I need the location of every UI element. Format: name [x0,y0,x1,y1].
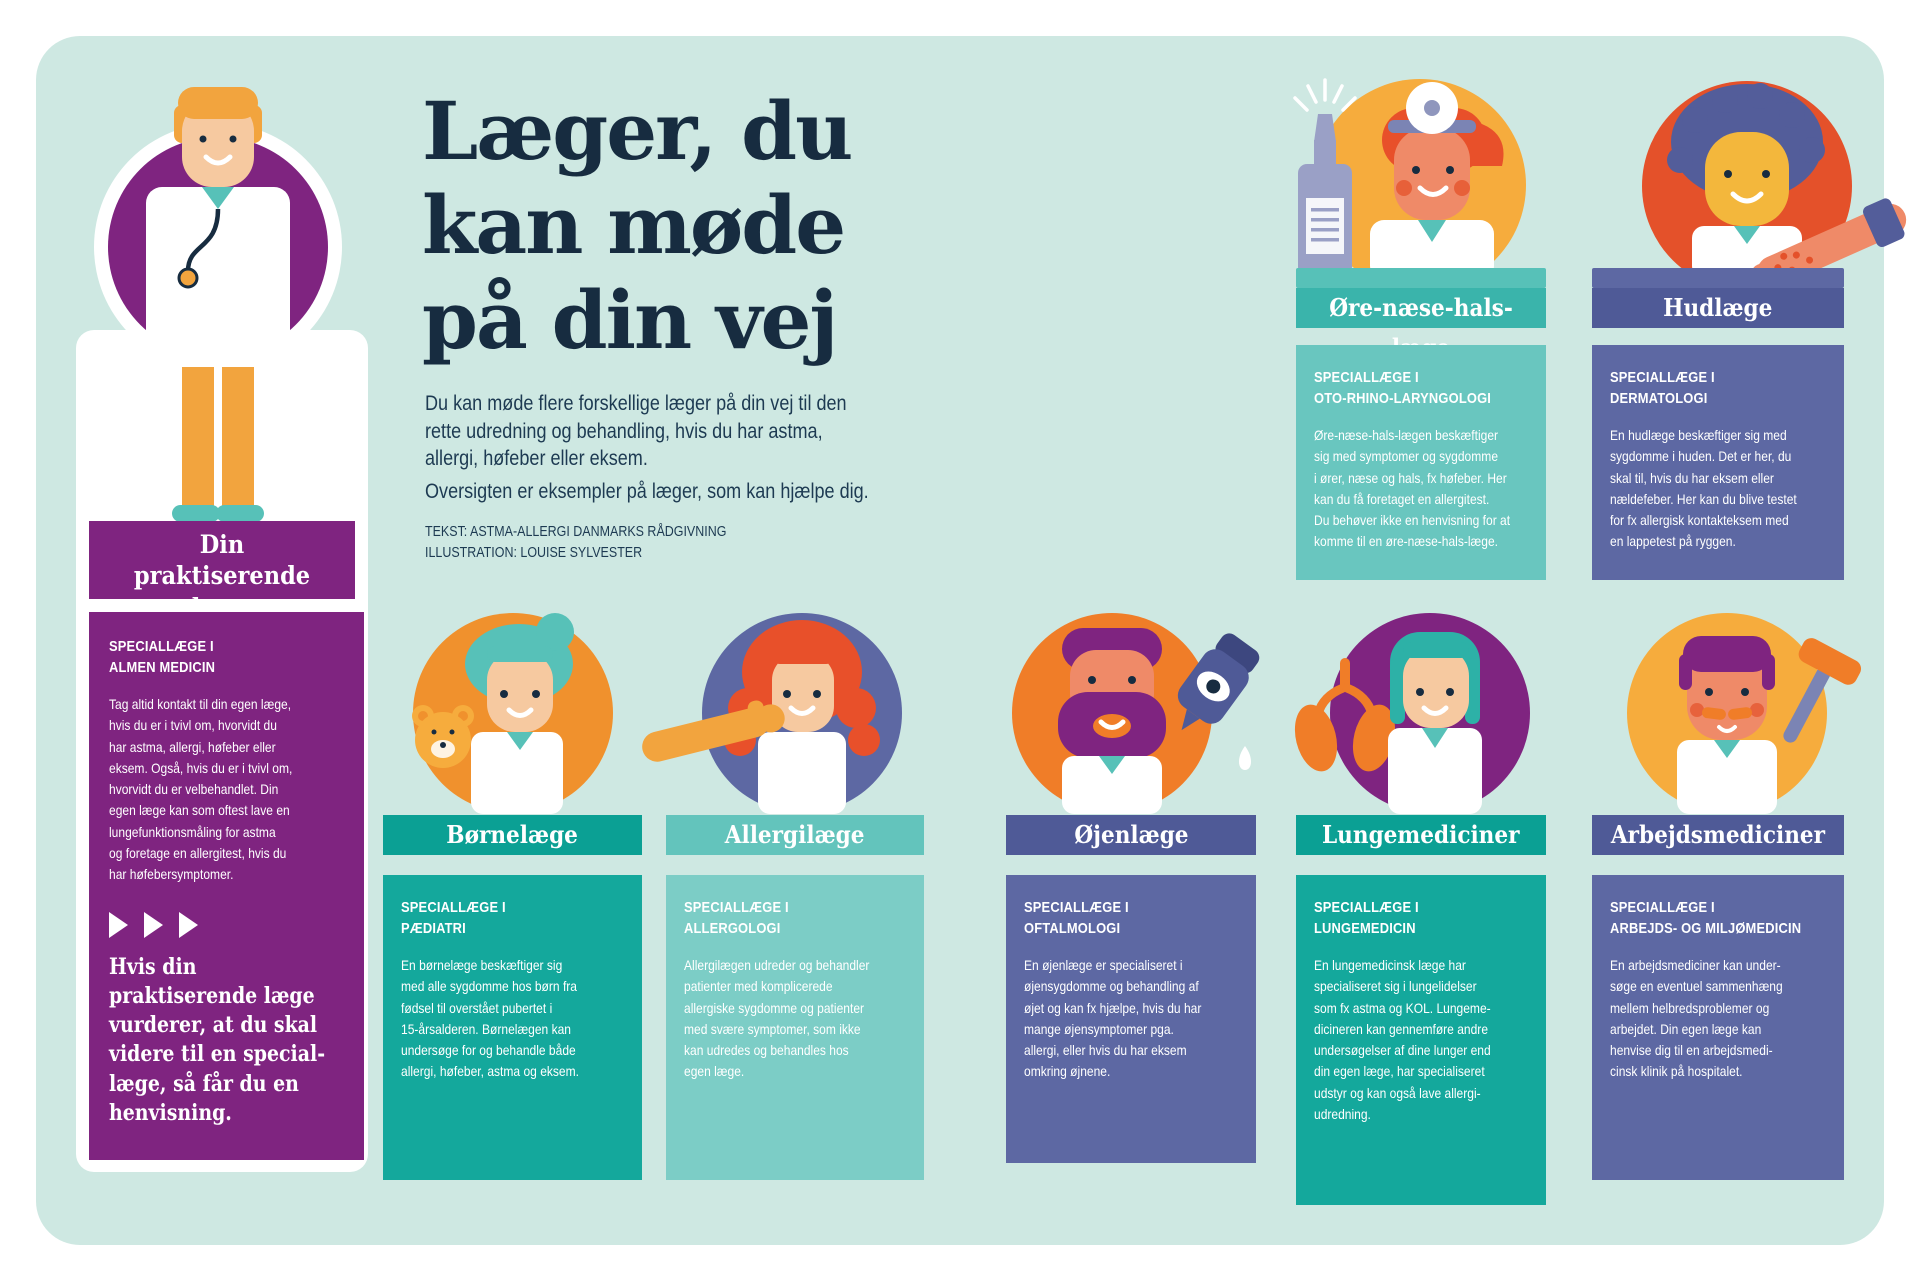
gp-specialty-label: SPECIALLÆGE I ALMEN MEDICIN [109,638,216,676]
gp-header: Din praktiserende læge [89,521,355,622]
specialist-lung-card: SPECIALLÆGE I LUNGEMEDICIN En lungemedic… [1296,875,1546,1205]
specialist-eye-title: Øjenlæge [1073,820,1189,849]
specialty-description: En arbejdsmediciner kan under- søge en e… [1610,957,1783,1080]
specialist-all-title: Allergilæge [725,820,865,849]
specialist-eye: Øjenlæge SPECIALLÆGE I OFTALMOLOGI En øj… [1006,600,1260,1170]
specialist-ped-title: Børnelæge [446,820,579,849]
specialist-ped-header: Børnelæge [383,815,642,855]
specialty-description: En lungemedicinsk læge har specialiseret… [1314,957,1491,1122]
referral-arrows-icon [109,911,344,939]
specialist-derm-header: Hudlæge [1592,288,1844,328]
specialist-all-card: SPECIALLÆGE I ALLERGOLOGI Allergilægen u… [666,875,924,1180]
specialty-label: SPECIALLÆGE I OFTALMOLOGI [1024,899,1129,937]
specialist-all: Allergilæge SPECIALLÆGE I ALLERGOLOGI Al… [642,600,924,1185]
eye-doctor-illustration [1012,613,1260,814]
specialist-lung: Lungemediciner SPECIALLÆGE I LUNGEMEDICI… [1294,600,1546,1210]
specialty-label: SPECIALLÆGE I LUNGEMEDICIN [1314,899,1419,937]
desk-bar [1296,268,1546,288]
occ-doctor-illustration [1627,613,1862,814]
specialist-ent: Øre-næse-hals-læge SPECIALLÆGE I OTO-RHI… [1293,70,1546,585]
specialty-description: Allergilægen udreder og behandler patien… [684,957,870,1080]
specialty-description: En øjenlæge er specialiseret i øjensygdo… [1024,957,1202,1080]
patient-arm [642,700,785,762]
lungs-icon [1294,658,1396,772]
nasal-spray-icon [1293,78,1357,276]
specialist-occ-card: SPECIALLÆGE I ARBEJDS- OG MILJØMEDICIN E… [1592,875,1844,1180]
teddy-bear-icon [412,705,474,768]
right-triangle-icon [109,912,128,939]
stethoscope-icon [177,208,221,289]
gp-header-label: Din praktiserende læge [133,530,311,622]
ent-doctor-illustration [1293,78,1526,291]
specialty-label: SPECIALLÆGE I DERMATOLOGI [1610,369,1715,407]
head-mirror-icon [1388,82,1476,134]
gp-card: SPECIALLÆGE I ALMEN MEDICIN Tag altid ko… [89,612,364,1160]
hammer-icon [1783,638,1862,743]
specialist-ped: Børnelæge SPECIALLÆGE I PÆDIATRI En børn… [383,600,642,1185]
specialty-label: SPECIALLÆGE I ARBEJDS- OG MILJØMEDICIN [1610,899,1802,937]
drop-icon [1238,746,1252,770]
specialist-occ-header: Arbejdsmediciner [1592,815,1844,855]
specialty-label: SPECIALLÆGE I ALLERGOLOGI [684,899,789,937]
specialty-label: SPECIALLÆGE I OTO-RHINO-LARYNGOLOGI [1314,369,1492,407]
gp-doctor [146,87,290,522]
specialist-lung-header: Lungemediciner [1296,815,1546,855]
allergy-doctor-illustration [642,613,902,814]
specialist-ent-card: SPECIALLÆGE I OTO-RHINO-LARYNGOLOGI Øre-… [1296,345,1546,580]
page-title: Læger, du kan møde på din vej [422,84,853,367]
specialist-derm-card: SPECIALLÆGE I DERMATOLOGI En hudlæge bes… [1592,345,1844,580]
gp-referral-note: Hvis din praktiserende læge vurderer, at… [109,954,326,1126]
specialist-eye-header: Øjenlæge [1006,815,1256,855]
eye-dropper-icon [1177,633,1260,731]
specialist-ped-card: SPECIALLÆGE I PÆDIATRI En børnelæge besk… [383,875,642,1180]
specialist-ent-header: Øre-næse-hals-læge [1296,288,1546,362]
specialist-eye-card: SPECIALLÆGE I OFTALMOLOGI En øjenlæge er… [1006,875,1256,1163]
specialist-derm-title: Hudlæge [1663,293,1773,322]
right-triangle-icon [179,912,198,939]
specialty-description: Øre-næse-hals-lægen beskæftiger sig med … [1314,427,1511,550]
desk-bar [1592,268,1844,288]
specialty-description: En hudlæge beskæftiger sig med sygdomme … [1610,427,1797,550]
gp-doctor-illustration [94,87,342,522]
specialist-derm: Hudlæge SPECIALLÆGE I DERMATOLOGI En hud… [1592,70,1907,585]
intro-paragraph-2: Oversigten er eksempler på læger, som ka… [425,480,869,503]
specialty-description: En børnelæge beskæftiger sig med alle sy… [401,957,580,1080]
lung-doctor-illustration [1294,613,1530,814]
right-triangle-icon [144,912,163,939]
ped-doctor-illustration [412,613,613,814]
specialist-occ-title: Arbejdsmediciner [1610,820,1826,849]
gp-card-body: Tag altid kontakt til din egen læge, hvi… [109,696,293,883]
specialty-label: SPECIALLÆGE I PÆDIATRI [401,899,506,937]
derm-doctor-illustration [1642,81,1907,291]
specialist-lung-title: Lungemediciner [1322,820,1520,849]
mustache-icon [1701,707,1753,720]
credits: TEKST: ASTMA-ALLERGI DANMARKS RÅDGIVNING… [425,524,727,562]
intro-paragraph: Du kan møde flere forskellige læger på d… [425,392,847,471]
specialist-all-header: Allergilæge [666,815,924,855]
specialist-occ: Arbejdsmediciner SPECIALLÆGE I ARBEJDS- … [1592,600,1862,1185]
